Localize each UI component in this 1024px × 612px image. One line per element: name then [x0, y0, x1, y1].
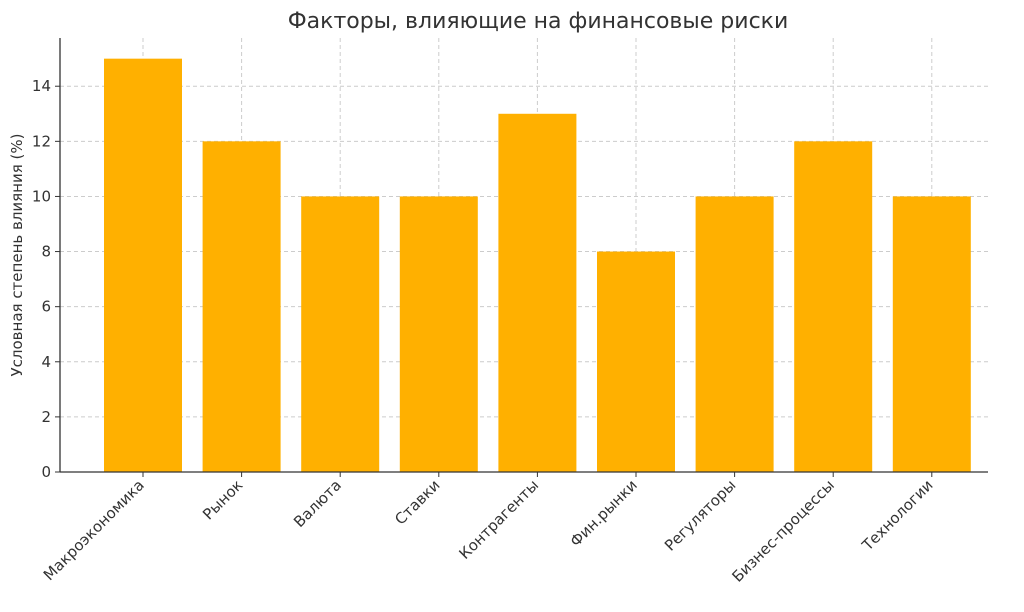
- x-tick-label: Фин.рынки: [566, 476, 640, 550]
- y-tick-label: 10: [32, 187, 51, 205]
- x-tick-label: Технологии: [858, 476, 937, 555]
- bar-layer: [104, 58, 971, 473]
- bar: [399, 196, 478, 472]
- bar: [498, 113, 577, 473]
- y-tick-label: 12: [32, 132, 51, 150]
- x-tick-label: Валюта: [290, 476, 345, 531]
- bar: [695, 196, 774, 472]
- x-tick-label: Ставки: [391, 476, 443, 528]
- y-tick-label: 8: [41, 243, 51, 261]
- y-tick-label: 0: [41, 463, 51, 481]
- x-tick-label: Рынок: [199, 476, 246, 523]
- bar: [301, 196, 380, 472]
- chart-title: Факторы, влияющие на финансовые риски: [288, 9, 789, 34]
- y-tick-label: 2: [41, 408, 51, 426]
- y-tick-label: 4: [41, 353, 51, 371]
- y-axis-label: Условная степень влияния (%): [8, 134, 26, 377]
- bar: [892, 196, 971, 472]
- y-tick-label: 6: [41, 298, 51, 316]
- bar: [597, 251, 675, 472]
- bar: [104, 58, 182, 473]
- x-tick-label: Регуляторы: [661, 476, 739, 554]
- x-tick-label: Бизнес-процессы: [728, 476, 838, 586]
- bar: [202, 141, 281, 473]
- y-tick-label: 14: [32, 77, 51, 95]
- x-tick-label: Макроэкономика: [40, 476, 148, 584]
- bar: [794, 141, 873, 473]
- x-tick-label: Контрагенты: [456, 476, 543, 563]
